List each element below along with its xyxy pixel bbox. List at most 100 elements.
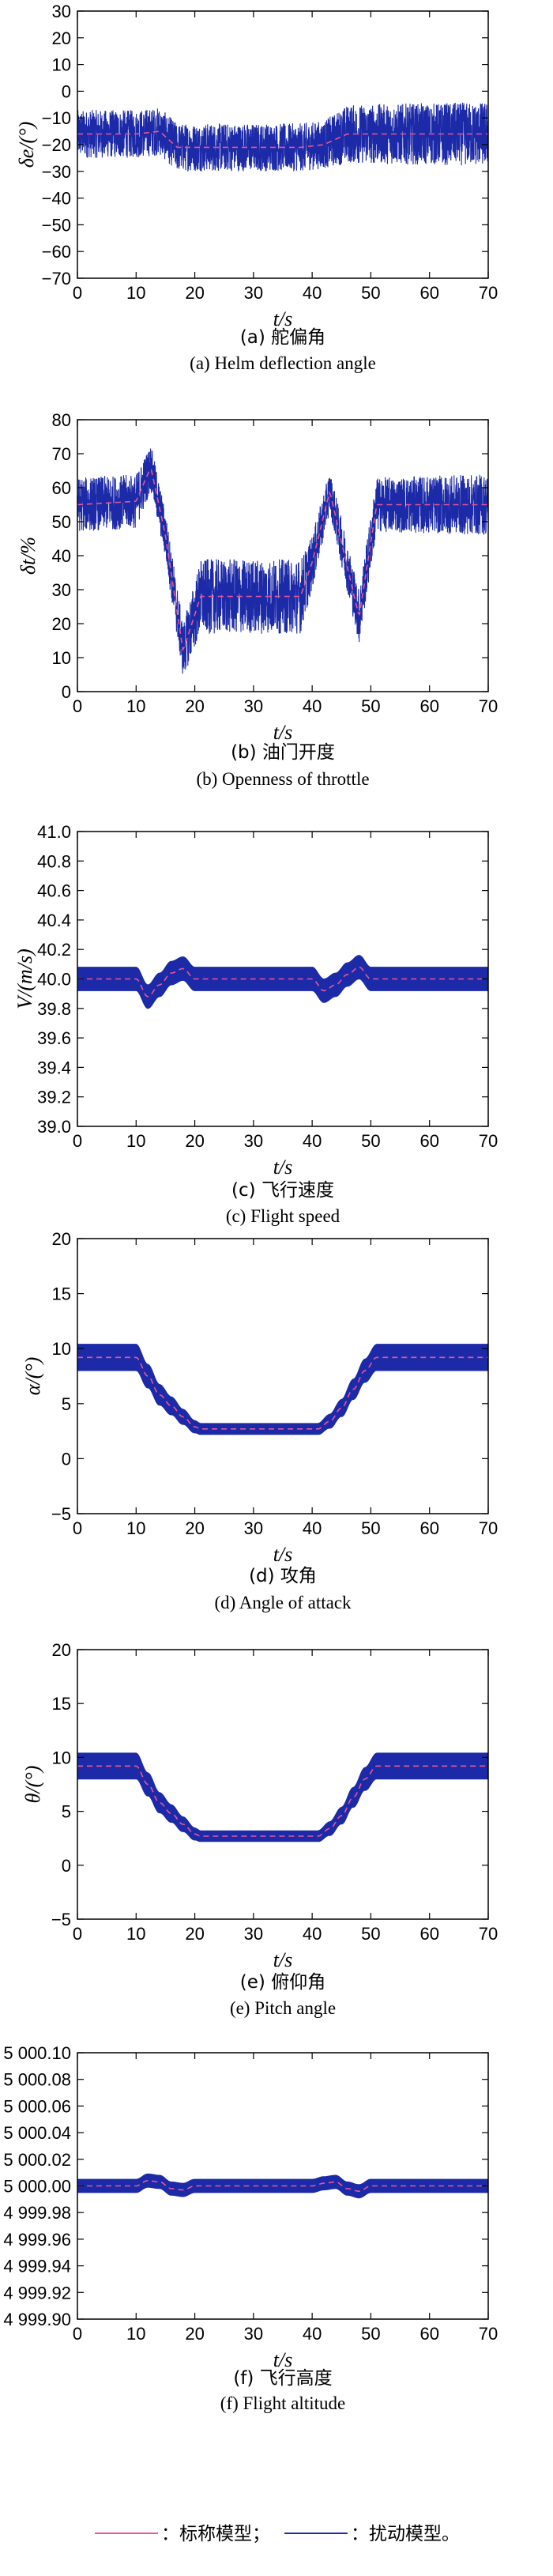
x-tick-label: 10: [126, 696, 145, 716]
nominal-series: [77, 966, 488, 998]
x-tick-label: 70: [479, 696, 498, 716]
plot-frame: [77, 1649, 489, 1920]
y-tick-label: 80: [52, 410, 71, 430]
caption-english: (f) Flight altitude: [220, 2393, 345, 2413]
perturbed-series: [77, 1752, 488, 1842]
y-tick-label: 40.8: [37, 851, 71, 871]
y-tick-label: 39.8: [37, 999, 71, 1019]
x-tick-label: 30: [244, 2324, 263, 2344]
nominal-series: [77, 468, 488, 652]
x-tick-label: 0: [73, 1131, 82, 1151]
plot-area: [77, 1752, 488, 1842]
y-tick-label: 15: [52, 1284, 71, 1304]
y-tick-label: 4 999.94: [3, 2257, 71, 2276]
plot-area: [77, 955, 488, 1009]
y-axis-title: α/(°): [21, 1357, 44, 1396]
y-tick-label: −30: [42, 162, 71, 182]
y-tick-label: −60: [42, 242, 71, 262]
y-tick-label: 4 999.92: [3, 2283, 71, 2303]
y-tick-label: 0: [62, 1856, 71, 1876]
plot-area: [77, 2173, 488, 2199]
y-tick-label: 4 999.96: [3, 2230, 71, 2250]
y-tick-label: 20: [52, 1229, 71, 1249]
x-tick-label: 10: [126, 283, 145, 303]
y-tick-label: 40: [52, 546, 71, 566]
y-tick-label: 5 000.04: [3, 2123, 71, 2143]
x-tick-label: 30: [244, 696, 263, 716]
x-tick-label: 20: [185, 283, 204, 303]
chart-panel-b: 0 10 20 30 40 50 60 7001020304050607080δt/%t/s(…: [17, 410, 498, 789]
x-tick-label: 60: [419, 1518, 438, 1538]
x-axis-title: t/s: [273, 1156, 293, 1179]
y-axis-title: θ/(°): [21, 1766, 44, 1804]
x-tick-label: 60: [419, 696, 438, 716]
x-tick-label: 40: [303, 696, 322, 716]
x-tick-label: 50: [361, 1518, 380, 1538]
x-tick-label: 70: [479, 1518, 498, 1538]
x-tick-label: 20: [185, 2324, 204, 2344]
y-tick-label: 0: [62, 81, 71, 101]
plot-frame: [77, 1238, 489, 1514]
perturbed-series: [77, 102, 488, 172]
y-tick-label: 10: [52, 1339, 71, 1359]
y-tick-label: −5: [51, 1504, 71, 1524]
y-tick-label: −10: [42, 108, 71, 128]
x-tick-label: 70: [479, 1131, 498, 1151]
x-tick-label: 40: [303, 1131, 322, 1151]
y-tick-label: −5: [51, 1910, 71, 1929]
x-tick-label: 50: [361, 2324, 380, 2344]
y-tick-label: 5 000.06: [3, 2096, 71, 2116]
caption-chinese: (a) 舵偏角: [240, 327, 325, 348]
y-tick-label: −70: [42, 269, 71, 289]
x-axis-title: t/s: [273, 721, 293, 744]
x-axis-title: t/s: [273, 307, 293, 330]
y-tick-label: 70: [52, 444, 71, 464]
x-tick-label: 20: [185, 1924, 204, 1944]
caption-chinese: (e) 俯仰角: [240, 1972, 325, 1993]
y-tick-label: 39.6: [37, 1028, 71, 1048]
x-tick-label: 20: [185, 1131, 204, 1151]
perturbed-series: [77, 448, 488, 674]
legend-nominal-label: ：标称模型；: [161, 2524, 270, 2544]
x-tick-label: 30: [244, 1131, 263, 1151]
y-tick-label: 10: [52, 648, 71, 668]
x-tick-label: 70: [479, 283, 498, 303]
x-tick-label: 0: [73, 696, 82, 716]
y-tick-label: 4 999.90: [3, 2310, 71, 2329]
plot-area: [77, 1344, 488, 1435]
y-tick-label: 5: [62, 1802, 71, 1822]
y-tick-label: 4 999.98: [3, 2203, 71, 2223]
caption-chinese: (b) 油门开度: [231, 742, 335, 763]
x-tick-label: 40: [303, 283, 322, 303]
y-tick-label: 39.2: [37, 1088, 71, 1107]
y-tick-label: 10: [52, 1748, 71, 1767]
y-tick-label: 20: [52, 614, 71, 634]
caption-english: (a) Helm deflection angle: [190, 353, 376, 373]
x-tick-label: 30: [244, 283, 263, 303]
x-tick-label: 40: [303, 1924, 322, 1944]
y-tick-label: 40.0: [37, 970, 71, 990]
y-tick-label: 39.4: [37, 1058, 71, 1077]
x-tick-label: 10: [126, 2324, 145, 2344]
x-tick-label: 50: [361, 1131, 380, 1151]
x-tick-label: 70: [479, 2324, 498, 2344]
y-axis-title: V/(m/s): [13, 949, 36, 1009]
y-tick-label: 5 000.10: [3, 2043, 71, 2063]
y-tick-label: 10: [52, 55, 71, 75]
x-tick-label: 50: [361, 283, 380, 303]
x-tick-label: 10: [126, 1131, 145, 1151]
nominal-series: [77, 1765, 488, 1837]
y-tick-label: 50: [52, 512, 71, 532]
caption-chinese: (c) 飞行速度: [231, 1180, 334, 1201]
y-tick-label: 15: [52, 1694, 71, 1714]
legend-perturbed-label: ：扰动模型。: [351, 2524, 460, 2544]
y-tick-label: 5 000.02: [3, 2150, 71, 2170]
caption-english: (b) Openness of throttle: [196, 769, 369, 789]
x-tick-label: 50: [361, 1924, 380, 1944]
x-tick-label: 0: [73, 1518, 82, 1538]
legend: ：标称模型； ：扰动模型。: [95, 2524, 460, 2544]
y-tick-label: 30: [52, 580, 71, 600]
x-tick-label: 60: [419, 2324, 438, 2344]
